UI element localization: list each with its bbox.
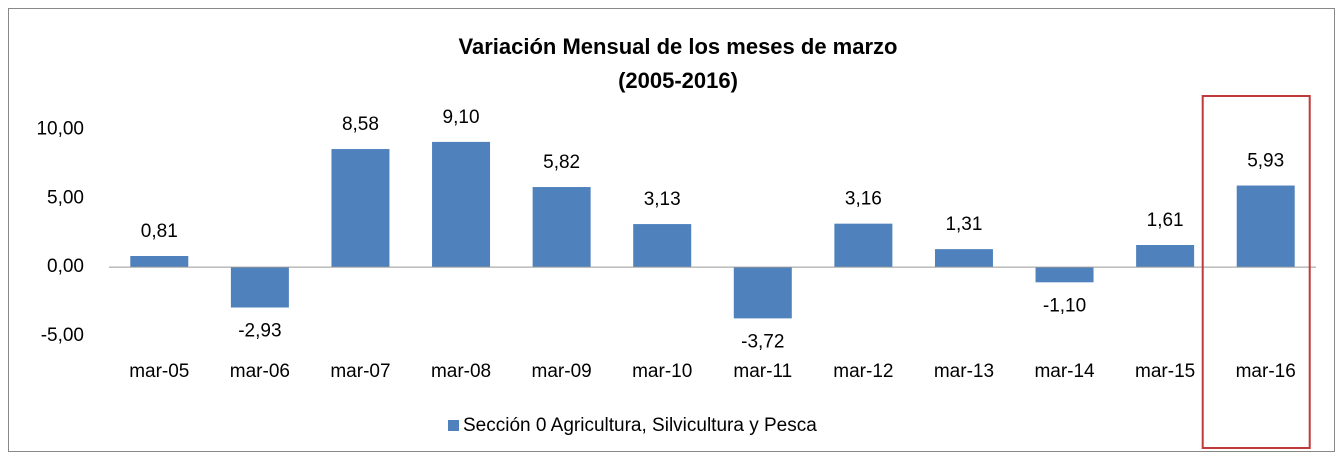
bar [1035,267,1094,283]
bar [1236,185,1295,268]
bar [733,267,792,319]
value-label: 5,82 [543,152,580,173]
value-label: -2,93 [238,321,281,342]
x-tick-label: mar-13 [934,361,994,382]
x-tick-label: mar-16 [1236,361,1296,382]
x-tick-label: mar-07 [330,361,390,382]
value-label: 1,31 [945,214,982,235]
x-tick-label: mar-06 [230,361,290,382]
value-label: 1,61 [1147,210,1184,231]
bar [230,267,289,308]
value-label: 5,93 [1247,151,1284,172]
x-tick-label: mar-11 [733,361,792,382]
x-tick-label: mar-14 [1034,361,1095,382]
legend-label: Sección 0 Agricultura, Silvicultura y Pe… [463,415,817,436]
x-tick-label: mar-10 [632,361,692,382]
x-tick-label: mar-09 [532,361,592,382]
y-tick-label: 0,00 [47,256,84,277]
value-label: 3,16 [845,189,882,210]
value-label: 8,58 [342,114,379,135]
y-tick-label: 5,00 [47,187,84,208]
x-tick-label: mar-15 [1135,361,1195,382]
value-label: 0,81 [141,221,178,242]
bar [331,149,390,268]
bar [934,249,993,268]
chart-title: Variación Mensual de los meses de marzo [459,34,898,59]
value-label: 3,13 [644,189,681,210]
chart-subtitle: (2005-2016) [618,68,738,93]
x-tick-label: mar-08 [431,361,491,382]
y-tick-label: 10,00 [36,119,84,140]
x-tick-label: mar-12 [833,361,893,382]
value-label: -1,10 [1043,295,1086,316]
bar [432,141,491,268]
legend-swatch [448,420,459,431]
highlight-box [1201,95,1311,449]
bar [834,223,893,268]
value-label: -3,72 [741,331,784,352]
value-label: 9,10 [443,107,480,128]
bar [532,187,591,268]
bar [633,224,692,268]
bar [1136,245,1195,268]
y-tick-label: -5,00 [41,325,84,346]
bar [130,256,189,268]
x-tick-label: mar-05 [129,361,189,382]
